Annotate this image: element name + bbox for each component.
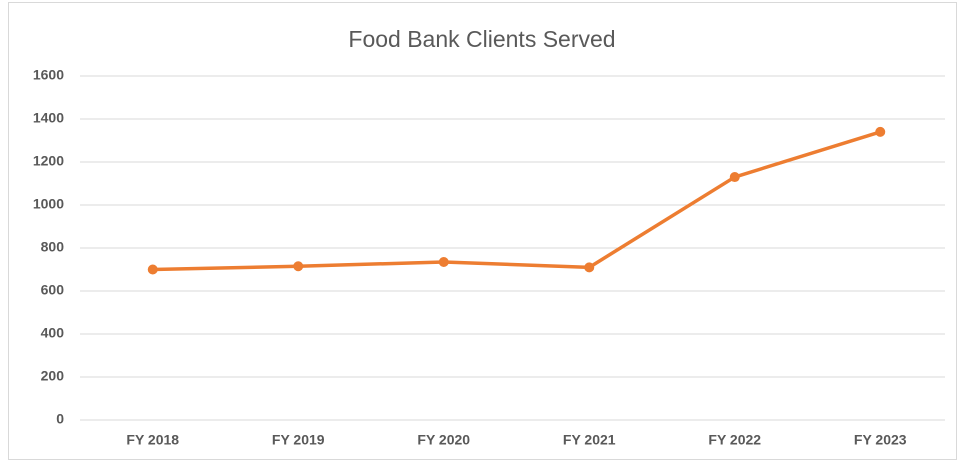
y-tick-label: 1000 — [33, 196, 64, 212]
x-tick-label: FY 2019 — [272, 432, 325, 448]
x-tick-label: FY 2020 — [417, 432, 470, 448]
chart-title: Food Bank Clients Served — [348, 26, 615, 52]
line — [152, 130, 881, 272]
marker — [438, 256, 449, 267]
marker — [875, 126, 886, 137]
marker — [584, 262, 595, 273]
marker — [293, 261, 304, 272]
marker — [147, 264, 158, 275]
marker — [729, 172, 740, 183]
y-tick-label: 600 — [41, 282, 65, 298]
chart-border — [8, 2, 957, 460]
y-tick-label: 800 — [41, 239, 65, 255]
y-tick-label: 1600 — [33, 67, 64, 83]
y-tick-label: 1200 — [33, 153, 64, 169]
y-tick-label: 1400 — [33, 110, 64, 126]
y-tick-label: 0 — [56, 411, 64, 427]
x-tick-label: FY 2021 — [563, 432, 616, 448]
x-tick-label: FY 2018 — [126, 432, 179, 448]
x-tick-label: FY 2022 — [708, 432, 761, 448]
y-tick-label: 400 — [41, 325, 65, 341]
y-tick-label: 200 — [41, 368, 65, 384]
x-tick-label: FY 2023 — [854, 432, 907, 448]
